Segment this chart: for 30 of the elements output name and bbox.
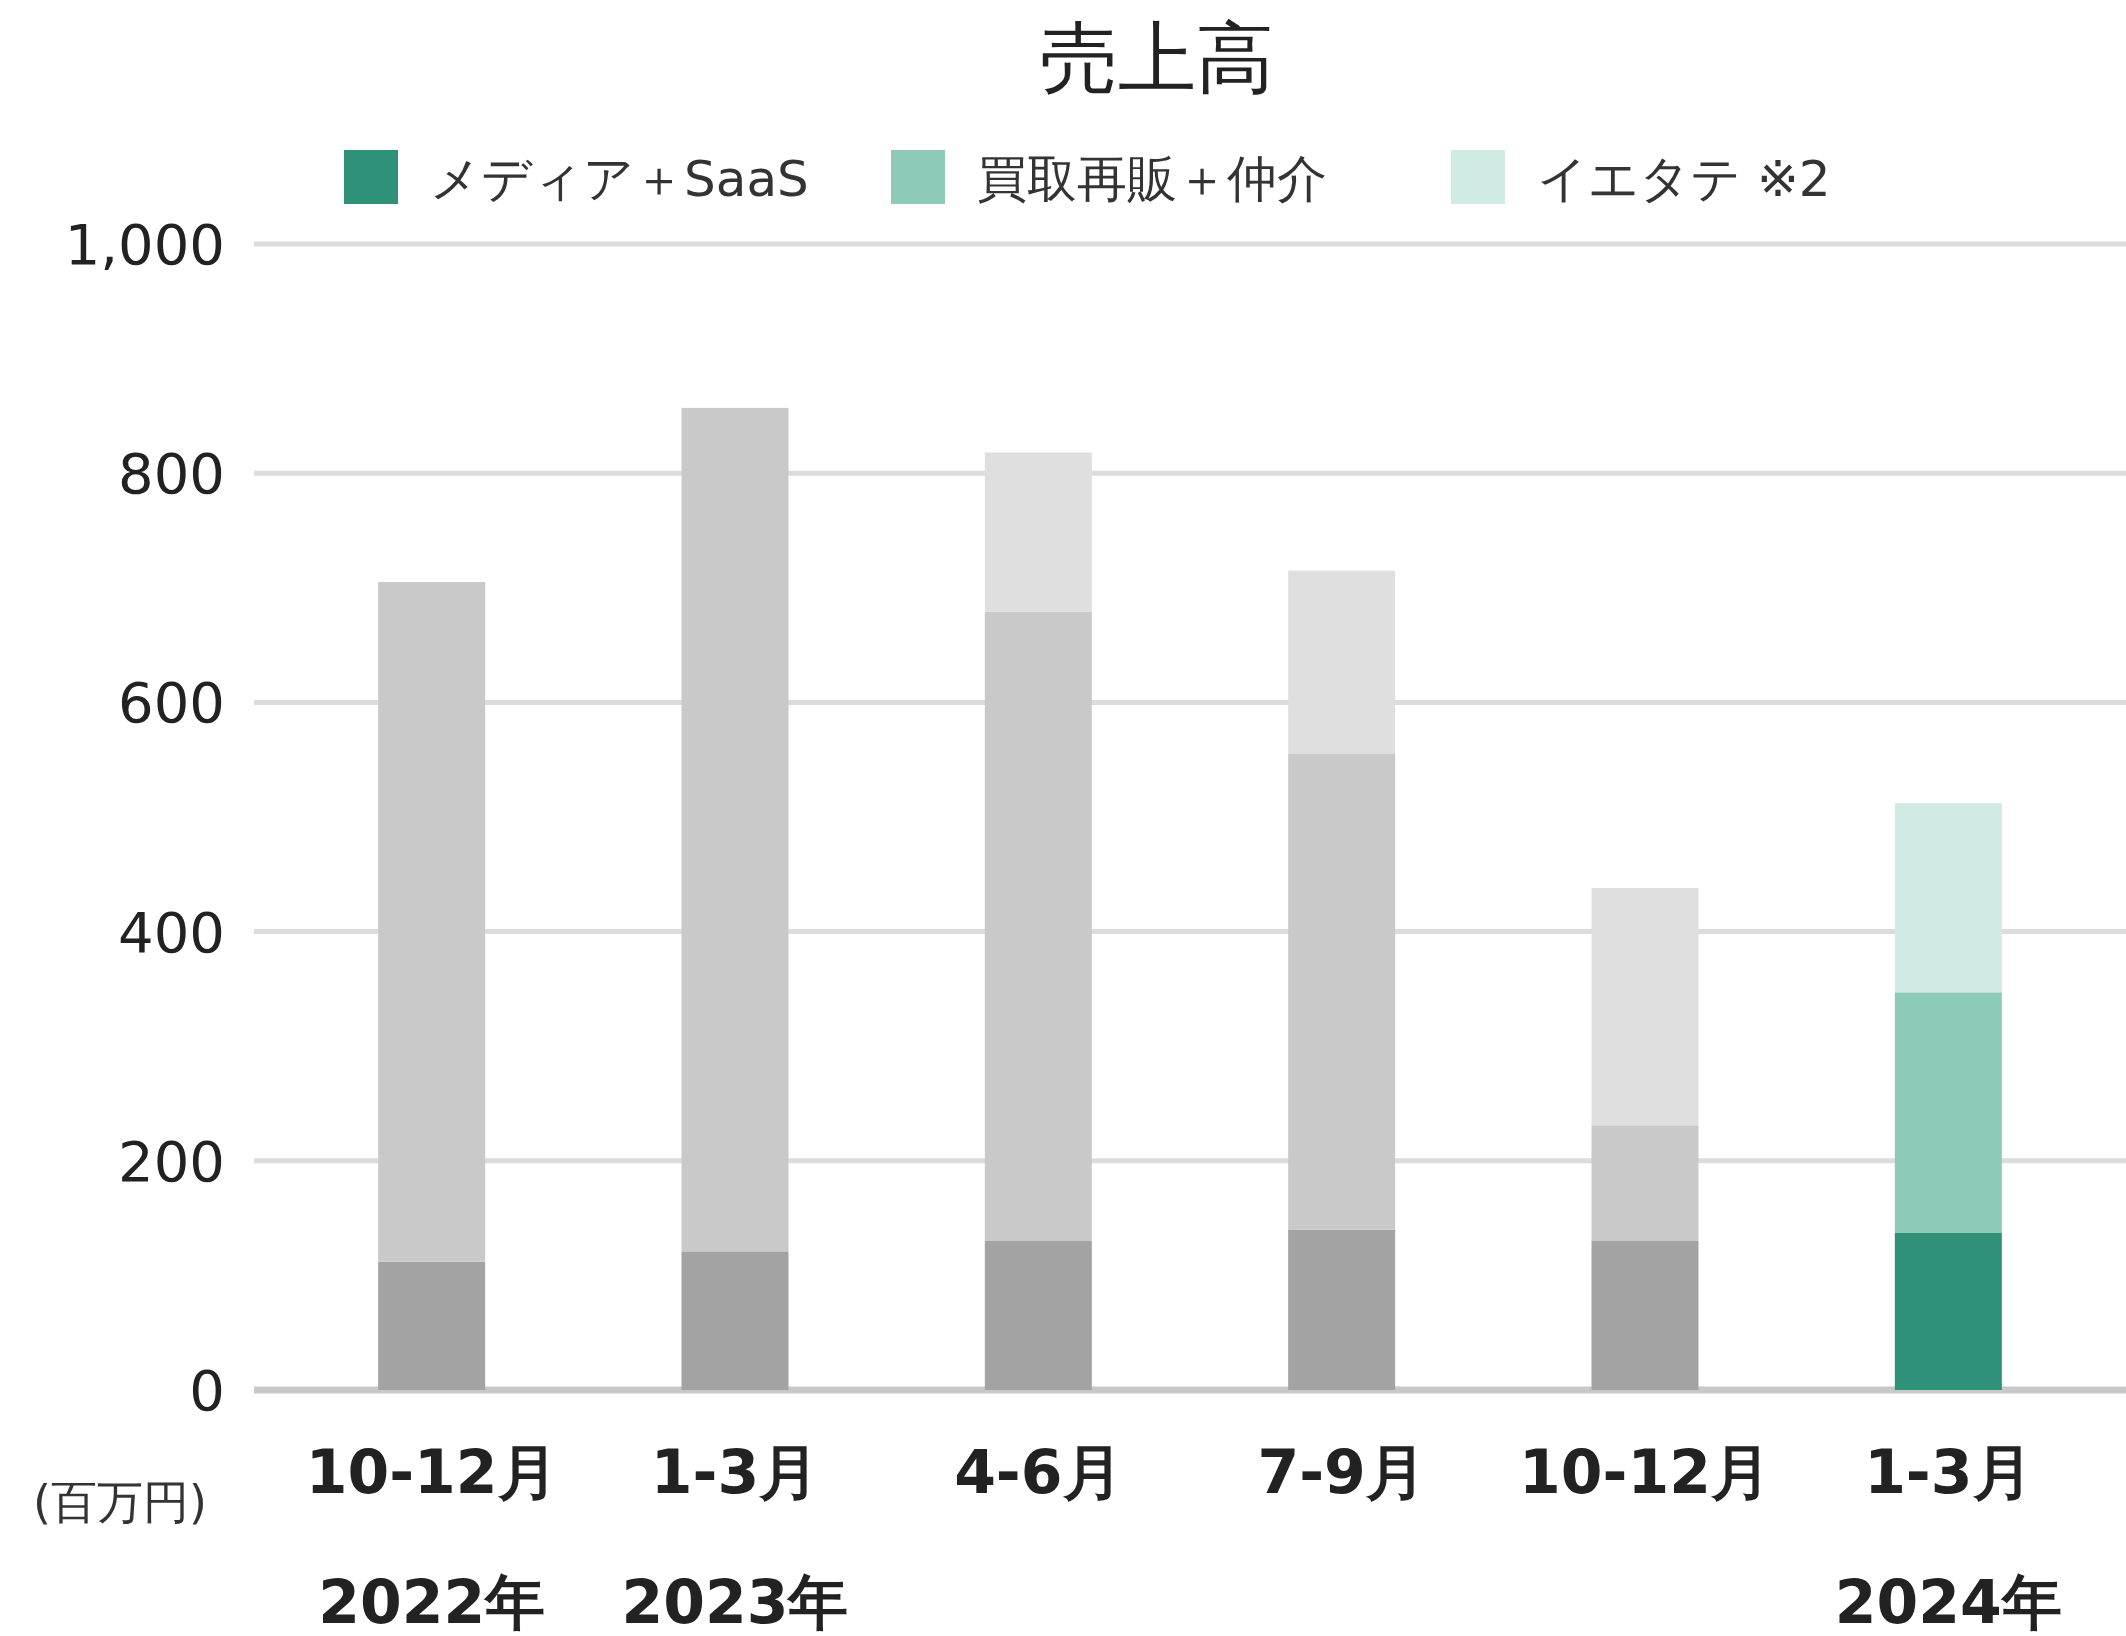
bar [1591, 1241, 1699, 1390]
x-tick-label: 4-6月 [954, 1437, 1123, 1507]
bar [1894, 803, 2002, 993]
bar [1894, 1233, 2002, 1390]
y-tick-label: 800 [118, 441, 225, 507]
y-tick-label: 200 [118, 1128, 225, 1194]
x-tick-label: 7-9月 [1257, 1437, 1426, 1507]
bar [378, 582, 486, 1262]
legend-label: イエタテ ※2 [1537, 150, 1831, 208]
y-tick-label: 400 [118, 899, 225, 965]
y-axis-title: (百万円) [33, 1475, 207, 1529]
bar [1591, 1125, 1699, 1242]
legend-label: 買取再販＋仲介 [977, 150, 1327, 208]
y-tick-label: 1,000 [64, 212, 225, 277]
y-tick-label: 0 [189, 1358, 225, 1423]
bar [378, 1261, 486, 1390]
x-tick-label: 10-12月 2022年 [305, 1437, 558, 1636]
x-tick-label: 1-3月 2024年 [1834, 1437, 2062, 1636]
bar [1894, 992, 2002, 1233]
bar [681, 1251, 789, 1390]
bar [1288, 753, 1396, 1230]
y-tick-label: 600 [118, 670, 225, 736]
bar [984, 611, 1092, 1242]
legend-label: メディア＋SaaS [430, 150, 809, 208]
x-tick-label: 10-12月 [1519, 1437, 1771, 1507]
x-tick-label: 1-3月 2023年 [621, 1437, 849, 1636]
bar [681, 407, 789, 1252]
bar [1288, 1229, 1396, 1390]
chart-title: 売上高 [1040, 13, 1274, 103]
bar [984, 1241, 1092, 1390]
